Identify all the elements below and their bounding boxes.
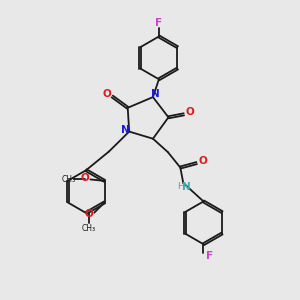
Text: CH₃: CH₃: [82, 224, 96, 233]
Text: F: F: [155, 18, 163, 28]
Text: N: N: [182, 182, 191, 192]
Text: N: N: [151, 89, 159, 99]
Text: CH₃: CH₃: [62, 175, 76, 184]
Text: O: O: [85, 209, 93, 219]
Text: O: O: [185, 107, 194, 117]
Text: O: O: [103, 88, 112, 98]
Text: N: N: [121, 125, 130, 135]
Text: O: O: [81, 173, 89, 183]
Text: F: F: [206, 250, 214, 260]
Text: H: H: [177, 182, 184, 191]
Text: O: O: [198, 156, 207, 166]
